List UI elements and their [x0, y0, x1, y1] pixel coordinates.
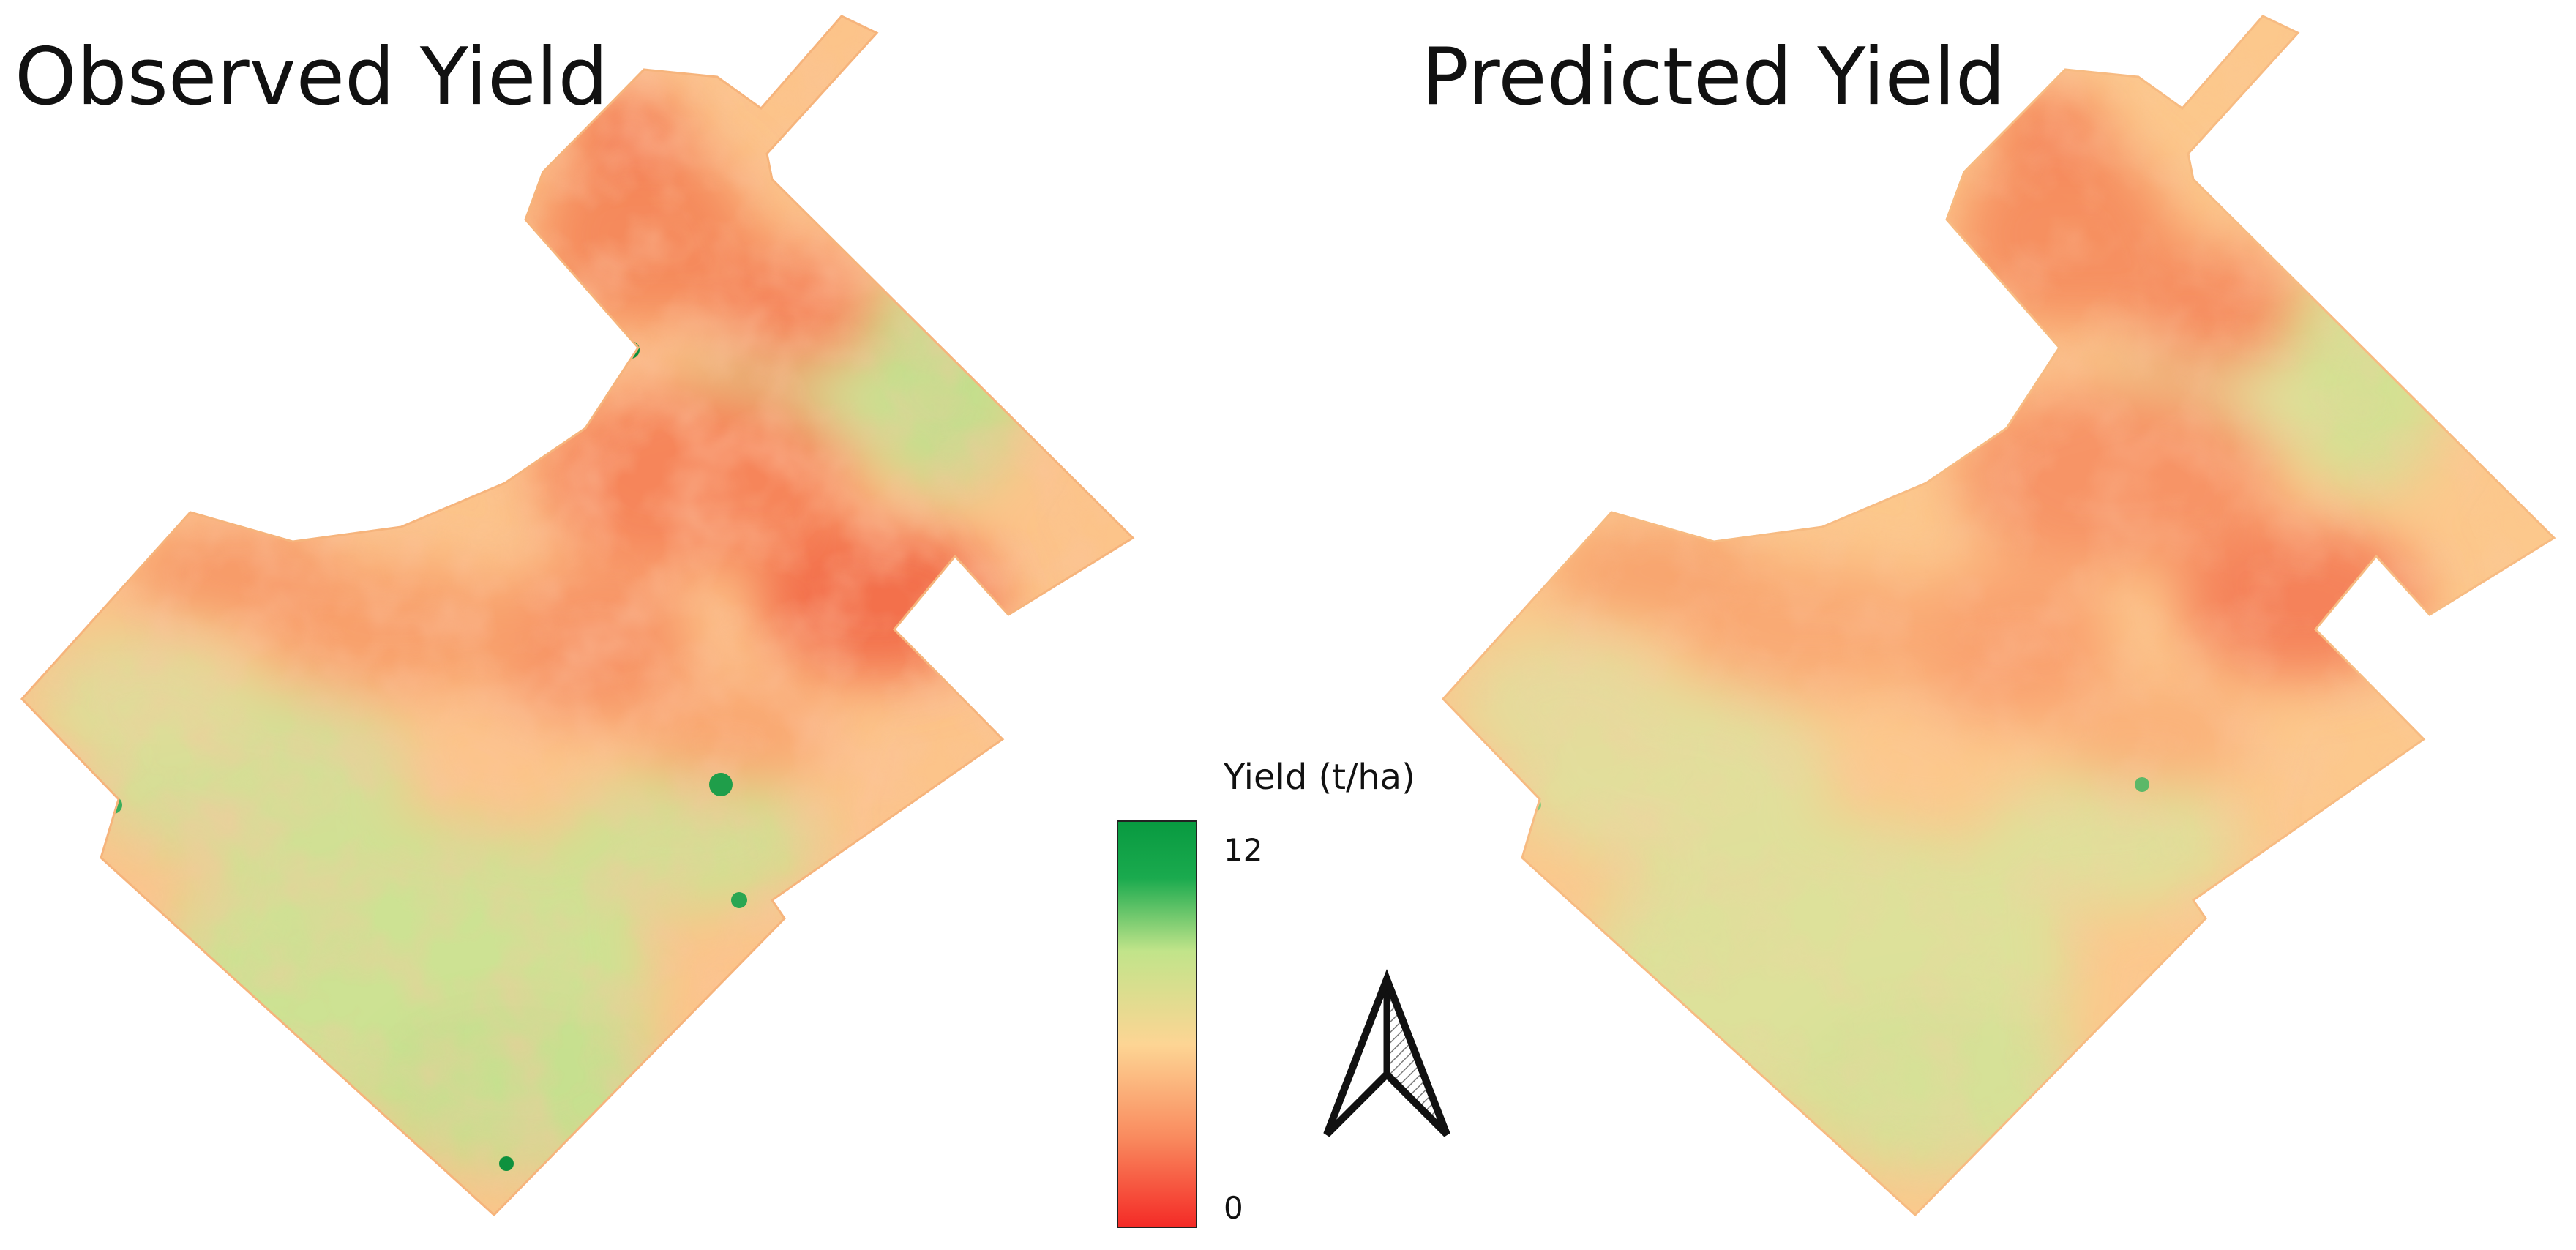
- legend-title: Yield (t/ha): [1223, 757, 1415, 798]
- legend-min-label: 0: [1224, 1190, 1243, 1226]
- predicted-yield-map: Predicted Yield: [1421, 15, 2556, 1216]
- predicted-map-title: Predicted Yield: [1421, 31, 2005, 123]
- legend-color-ramp: [1117, 820, 1197, 1228]
- observed-yield-map: Observed Yield: [15, 15, 1134, 1216]
- yield-legend: Yield (t/ha) 12 0: [1117, 757, 1415, 1228]
- legend-max-label: 12: [1224, 832, 1262, 868]
- observed-yield-raster: [22, 16, 1133, 1215]
- observed-map-title: Observed Yield: [15, 31, 608, 123]
- predicted-yield-raster: [1443, 16, 2554, 1215]
- north-arrow-icon: [1323, 969, 1450, 1137]
